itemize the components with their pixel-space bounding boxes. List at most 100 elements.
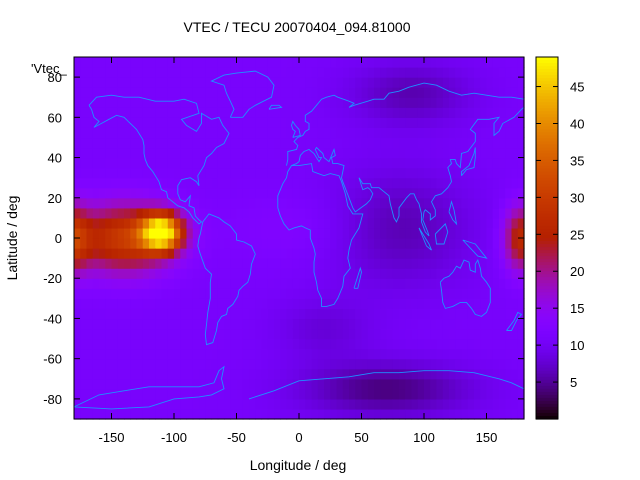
heatmap-cell bbox=[361, 408, 369, 420]
heatmap-cell bbox=[111, 258, 119, 269]
coastlines bbox=[73, 70, 525, 410]
heatmap-cell bbox=[492, 57, 500, 68]
heatmap-cell bbox=[80, 238, 88, 249]
coastline bbox=[197, 213, 256, 346]
colorbar-step bbox=[536, 352, 558, 357]
heatmap-cell bbox=[417, 57, 425, 68]
heatmap-cell bbox=[492, 248, 500, 259]
heatmap-cell bbox=[111, 358, 119, 370]
heatmap-cell bbox=[74, 338, 81, 350]
heatmap-cell bbox=[111, 67, 119, 78]
heatmap-cell bbox=[286, 298, 294, 309]
heatmap-cell bbox=[349, 368, 356, 380]
heatmap-cell bbox=[242, 167, 250, 179]
heatmap-cell bbox=[355, 67, 363, 78]
heatmap-cell bbox=[424, 318, 431, 330]
x-tick-label: -100 bbox=[161, 430, 187, 445]
heatmap-cell bbox=[361, 127, 369, 139]
heatmap-cell bbox=[474, 177, 481, 189]
colorbar-step bbox=[536, 156, 558, 161]
heatmap-cell bbox=[105, 197, 113, 209]
heatmap-cell bbox=[161, 368, 169, 380]
heatmap-cell bbox=[274, 147, 281, 159]
heatmap-cell bbox=[380, 388, 388, 400]
heatmap-cell bbox=[442, 77, 450, 88]
heatmap-cell bbox=[486, 238, 494, 249]
heatmap-cell bbox=[149, 368, 156, 380]
heatmap-cell bbox=[449, 348, 456, 360]
heatmap-cell bbox=[117, 77, 125, 88]
heatmap-cell bbox=[267, 388, 275, 400]
heatmap-cell bbox=[349, 137, 356, 149]
heatmap-cell bbox=[255, 77, 263, 88]
heatmap-cell bbox=[317, 217, 325, 229]
heatmap-cell bbox=[355, 57, 363, 68]
heatmap-cell bbox=[286, 278, 294, 289]
heatmap-cell bbox=[236, 388, 244, 400]
heatmap-cell bbox=[499, 57, 506, 68]
heatmap-cell bbox=[255, 378, 263, 390]
heatmap-cell bbox=[442, 137, 450, 149]
heatmap-cell bbox=[286, 87, 294, 98]
heatmap-cell bbox=[411, 177, 419, 189]
heatmap-cell bbox=[486, 378, 494, 390]
heatmap-cell bbox=[367, 318, 375, 330]
heatmap-cell bbox=[99, 87, 106, 98]
heatmap-cell bbox=[249, 338, 256, 350]
heatmap-cell bbox=[324, 127, 331, 139]
heatmap-cell bbox=[186, 298, 194, 309]
heatmap-cell bbox=[449, 298, 456, 309]
heatmap-cell bbox=[111, 177, 119, 189]
heatmap-cell bbox=[261, 238, 269, 249]
heatmap-cell bbox=[230, 278, 238, 289]
heatmap-cell bbox=[230, 288, 238, 299]
heatmap-cell bbox=[124, 197, 131, 209]
heatmap-cell bbox=[292, 308, 300, 320]
heatmap-cell bbox=[342, 147, 350, 159]
heatmap-cell bbox=[136, 388, 144, 400]
heatmap-cell bbox=[292, 117, 300, 128]
heatmap-cell bbox=[74, 398, 81, 410]
heatmap-cell bbox=[436, 308, 444, 320]
heatmap-cell bbox=[305, 87, 313, 98]
heatmap-cell bbox=[105, 217, 113, 229]
heatmap-cell bbox=[442, 177, 450, 189]
heatmap-cell bbox=[386, 258, 394, 269]
heatmap-cell bbox=[249, 77, 256, 88]
heatmap-cell bbox=[161, 217, 169, 229]
heatmap-cell bbox=[449, 408, 456, 420]
heatmap-cell bbox=[186, 288, 194, 299]
heatmap-cell bbox=[442, 258, 450, 269]
heatmap-cell bbox=[336, 217, 344, 229]
heatmap-cell bbox=[380, 167, 388, 179]
heatmap-cell bbox=[330, 147, 338, 159]
colorbar-step bbox=[536, 331, 558, 336]
heatmap-cell bbox=[436, 258, 444, 269]
heatmap-cell bbox=[236, 238, 244, 249]
heatmap-cell bbox=[224, 258, 231, 269]
heatmap-cell bbox=[430, 167, 438, 179]
colorbar-step bbox=[536, 69, 558, 73]
heatmap-cell bbox=[449, 278, 456, 289]
heatmap-cell bbox=[86, 127, 94, 139]
heatmap-cell bbox=[280, 57, 288, 68]
heatmap-cell bbox=[205, 348, 213, 360]
heatmap-cell bbox=[105, 207, 113, 219]
heatmap-cell bbox=[80, 167, 88, 179]
heatmap-cell bbox=[136, 107, 144, 118]
heatmap-cell bbox=[130, 378, 138, 390]
heatmap-cell bbox=[199, 318, 206, 330]
heatmap-cell bbox=[499, 177, 506, 189]
heatmap-cell bbox=[92, 348, 100, 360]
heatmap-cell bbox=[311, 67, 319, 78]
heatmap-cell bbox=[380, 207, 388, 219]
heatmap-cell bbox=[249, 177, 256, 189]
heatmap-cell bbox=[136, 77, 144, 88]
heatmap-cell bbox=[86, 318, 94, 330]
heatmap-cell bbox=[480, 87, 488, 98]
heatmap-cell bbox=[467, 197, 475, 209]
heatmap-cell bbox=[86, 348, 94, 360]
heatmap-cell bbox=[349, 238, 356, 249]
heatmap-cell bbox=[80, 358, 88, 370]
heatmap-cell bbox=[374, 278, 381, 289]
